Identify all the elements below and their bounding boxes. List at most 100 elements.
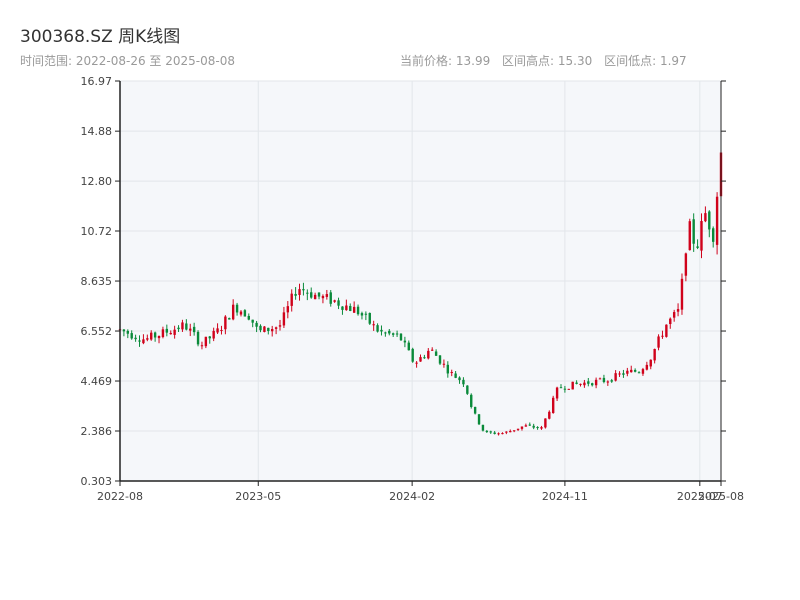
candle-body (122, 329, 126, 332)
candle (458, 376, 461, 384)
candle-body (571, 381, 574, 390)
candle (684, 252, 688, 282)
range-low-text: 区间低点: 1.97 (604, 54, 687, 68)
chart-title: 300368.SZ 周K线图 (20, 27, 181, 47)
candle (239, 310, 243, 317)
candle-body (134, 337, 137, 340)
candle-body (271, 329, 274, 332)
candle-body (442, 363, 446, 365)
candle-body (419, 357, 422, 362)
candle (606, 380, 610, 386)
candle (591, 382, 594, 387)
candle (142, 334, 145, 345)
candle-body (376, 325, 379, 332)
candle (598, 377, 602, 380)
candle-body (575, 382, 578, 384)
candle-body (462, 379, 465, 385)
candle (563, 385, 567, 393)
candle (313, 292, 317, 300)
y-tick-label: 16.97 (81, 75, 113, 88)
candle-body (150, 332, 153, 340)
candle (329, 290, 332, 307)
candle-body (231, 304, 235, 320)
candle (587, 377, 590, 387)
candle (653, 348, 656, 364)
candle (680, 273, 684, 315)
candle-body (438, 355, 442, 364)
candle (419, 354, 422, 362)
candle (399, 333, 403, 341)
candle (516, 428, 520, 431)
candle-body (259, 325, 262, 331)
candle-body (235, 304, 239, 313)
candle (165, 324, 169, 337)
candle-body (267, 327, 270, 332)
candle (688, 218, 691, 251)
candle (661, 330, 664, 339)
candle (637, 371, 641, 374)
current-price-text: 当前价格: 13.99 (400, 54, 491, 68)
candle (208, 335, 211, 344)
candle-body (415, 362, 418, 364)
candle (271, 325, 274, 337)
candle-body (247, 315, 250, 320)
candle-body (618, 373, 621, 375)
candle-body (126, 330, 130, 334)
candle-body (715, 196, 719, 245)
candle (669, 317, 672, 329)
candle (395, 330, 399, 337)
candle (220, 325, 223, 335)
candle-body (255, 322, 258, 327)
candle (200, 341, 204, 350)
candle-body (493, 432, 496, 434)
candle-body (458, 377, 461, 381)
candle (505, 431, 508, 435)
candle-body (711, 228, 715, 242)
candle-body (399, 333, 403, 341)
candle-body (516, 428, 520, 430)
candle (602, 374, 606, 384)
candle (548, 410, 551, 420)
candle-body (165, 328, 169, 333)
candle-body (130, 333, 133, 339)
candle (181, 319, 184, 332)
candle-body (391, 333, 395, 335)
candle-body (587, 381, 590, 384)
candle (185, 319, 188, 331)
candle (153, 331, 157, 342)
candle (470, 393, 473, 409)
candle-body (653, 348, 656, 361)
candle-body (583, 382, 586, 386)
candle (274, 326, 278, 335)
candle (364, 311, 368, 321)
candle (672, 309, 676, 322)
candle-body (622, 373, 625, 375)
candle (411, 347, 414, 363)
candles (118, 143, 723, 436)
candle-body (649, 359, 652, 367)
candle-body (696, 246, 699, 248)
candle (481, 424, 485, 432)
candle-body (181, 322, 184, 330)
candle-body (407, 342, 410, 351)
candle-body (676, 309, 680, 312)
candle-body (345, 305, 348, 311)
candle (700, 213, 703, 259)
candle (555, 386, 559, 402)
candle-body (356, 306, 360, 315)
candle-body (450, 372, 453, 374)
x-tick-label: 2024-02 (389, 490, 435, 503)
candle-body (481, 424, 485, 431)
candle-body (380, 329, 383, 332)
candle (665, 324, 668, 338)
candle (626, 367, 629, 377)
candle-body (645, 364, 649, 370)
candle-body (567, 388, 570, 390)
candle-body (411, 348, 414, 362)
candle (692, 213, 695, 252)
candle-body (372, 324, 375, 326)
candle (497, 432, 500, 436)
candle (134, 334, 137, 342)
candle (259, 324, 262, 333)
